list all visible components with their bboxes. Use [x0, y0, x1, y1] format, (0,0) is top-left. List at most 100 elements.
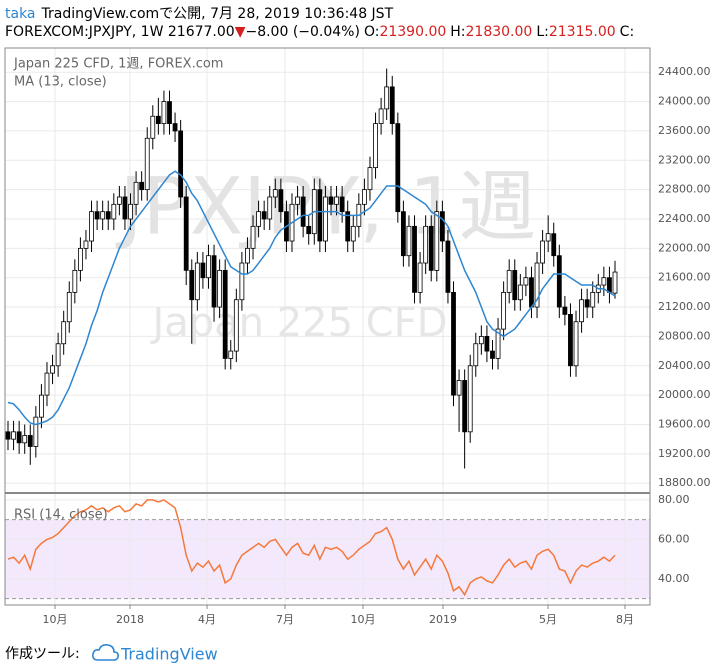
- candle-body: [211, 255, 217, 308]
- candle-body: [295, 196, 300, 205]
- candle-body: [495, 328, 501, 359]
- candle-body: [473, 343, 479, 367]
- candle-body: [172, 123, 178, 132]
- x-tick-label: 2019: [429, 613, 457, 626]
- candle-body: [267, 196, 273, 220]
- candle-body: [178, 130, 184, 198]
- x-tick-label: 4月: [198, 613, 216, 626]
- y-tick-label: 20400.00: [658, 359, 711, 372]
- high-value: 21830.00: [466, 24, 533, 40]
- candle-body: [317, 189, 323, 242]
- candle-body: [256, 211, 261, 227]
- candle-body: [183, 196, 189, 271]
- x-tick-label: 8月: [616, 613, 634, 626]
- candle-body: [373, 123, 378, 169]
- candle-body: [116, 196, 122, 205]
- x-tick-label: 2018: [116, 613, 144, 626]
- candle-body: [556, 255, 562, 308]
- symbol-line: FOREXCOM:JPXJPY, 1W 21677.00▼−8.00 (−0.0…: [5, 24, 634, 40]
- candle-body: [100, 211, 106, 220]
- candle-body: [5, 431, 11, 440]
- indicator-label: RSI (14, close): [14, 508, 108, 523]
- y-tick-label: 19200.00: [658, 447, 711, 460]
- y-tick-label: 20800.00: [658, 329, 711, 342]
- series-line: [7, 170, 616, 426]
- candle-body: [490, 350, 495, 359]
- candle-body: [467, 365, 473, 433]
- candle-body: [239, 262, 245, 301]
- candle-body: [607, 277, 612, 293]
- candle-body: [540, 240, 546, 264]
- x-tick-label: 10月: [43, 613, 68, 626]
- candle-body: [367, 167, 373, 191]
- candle-body: [39, 394, 44, 418]
- candle-body: [339, 196, 345, 213]
- candle-body: [323, 196, 328, 242]
- candle-body: [562, 306, 568, 315]
- candle-body: [568, 313, 573, 367]
- change: −8.00 (−0.04%): [245, 24, 359, 40]
- candle-body: [400, 211, 406, 257]
- overlay: 18800.00 19200.00 19600.00 20000.00 20400.00…: [4, 47, 711, 626]
- candle-body: [534, 262, 540, 308]
- candle-body: [428, 225, 434, 271]
- y-tick-label: 23600.00: [658, 124, 711, 137]
- rsi-pane: [5, 494, 650, 605]
- watermark-description: Japan 225 CFD: [149, 300, 447, 346]
- candle-body: [133, 181, 139, 205]
- y-tick-label: 80.00: [658, 493, 690, 506]
- candle-body: [417, 262, 423, 293]
- symbol: FOREXCOM:JPXJPY, 1W 21677.00: [5, 24, 235, 40]
- y-tick-label: 21200.00: [658, 300, 711, 313]
- candle-body: [27, 435, 33, 447]
- candle-body: [501, 291, 507, 330]
- low-label: L:: [536, 24, 549, 40]
- candle-body: [16, 431, 22, 444]
- candle-body: [150, 115, 156, 139]
- y-tick-label: 23200.00: [658, 153, 711, 166]
- y-tick-label: 24400.00: [658, 65, 711, 78]
- series-line: [7, 499, 616, 597]
- candle-body: [590, 291, 596, 308]
- candle-body: [545, 233, 551, 242]
- y-tick-label: 19600.00: [658, 417, 711, 430]
- candle-body: [579, 299, 584, 323]
- candle-body: [83, 240, 89, 249]
- candle-body: [245, 247, 250, 264]
- candle-body: [395, 123, 401, 213]
- x-tick-label: 5月: [539, 613, 557, 626]
- candle-body: [250, 225, 256, 249]
- candle-body: [72, 269, 78, 293]
- pane-border: [4, 47, 651, 606]
- candle-body: [200, 262, 206, 279]
- published: TradingView.comで公開, 7月 28, 2019 10:36:48…: [41, 6, 394, 22]
- candle-body: [362, 189, 367, 205]
- x-tick-label: 7月: [276, 613, 294, 626]
- candle-body: [139, 181, 145, 191]
- y-tick-label: 22400.00: [658, 212, 711, 225]
- candle-body: [128, 203, 133, 220]
- candle-body: [300, 196, 306, 227]
- user-link[interactable]: taka: [5, 6, 36, 22]
- candle-body: [612, 271, 618, 294]
- candle-body: [506, 269, 512, 293]
- candle-body: [462, 380, 468, 433]
- candle-body: [328, 196, 334, 205]
- candle-body: [144, 137, 150, 191]
- candle-body: [217, 269, 223, 308]
- y-tick-label: 21600.00: [658, 271, 711, 284]
- brand[interactable]: TradingView: [120, 645, 218, 664]
- candle-body: [389, 86, 395, 124]
- candle-body: [445, 240, 451, 293]
- candle-body: [155, 115, 161, 124]
- open-label: O:: [364, 24, 380, 40]
- rsi-band: [5, 519, 650, 599]
- candle-body: [573, 321, 579, 367]
- candle-body: [601, 277, 607, 286]
- candle-body: [345, 211, 351, 242]
- change-arrow: ▼: [235, 24, 246, 40]
- candle-body: [77, 247, 83, 271]
- y-tick-label: 40.00: [658, 572, 690, 585]
- candle-body: [439, 211, 445, 242]
